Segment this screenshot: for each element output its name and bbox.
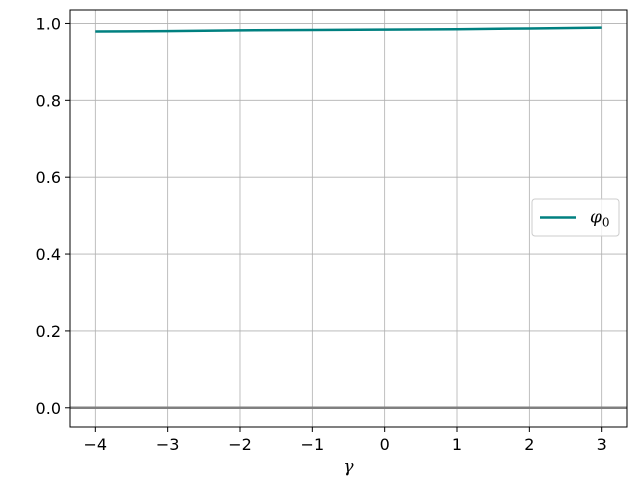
legend-label: φ0 [590,208,610,230]
series-line [95,26,602,33]
x-tick-label: −1 [301,435,325,454]
y-axis-ticks: 0.0 0.2 0.4 0.6 0.8 1.0 [36,14,70,418]
x-tick-label: −2 [228,435,252,454]
plot-frame [69,9,628,428]
x-axis-label: γ [343,457,354,477]
y-tick-label: 0.8 [36,91,61,110]
y-tick-label: 0.6 [36,168,61,187]
x-tick-label: −3 [156,435,180,454]
legend-label-subscript: 0 [602,216,610,230]
legend-label-main: φ [590,208,602,228]
x-axis-ticks: −4 −3 −2 −1 0 1 2 3 [84,427,607,454]
x-tick-label: −4 [84,435,108,454]
y-tick-label: 0.4 [36,245,61,264]
y-tick-label: 0.0 [36,399,61,418]
x-tick-label: 1 [452,435,462,454]
y-tick-label: 0.2 [36,322,61,341]
x-tick-label: 3 [597,435,607,454]
x-tick-label: 2 [524,435,534,454]
x-tick-label: 0 [380,435,390,454]
y-tick-label: 1.0 [36,14,61,33]
legend: φ0 [531,198,620,237]
series-layer [95,26,602,33]
